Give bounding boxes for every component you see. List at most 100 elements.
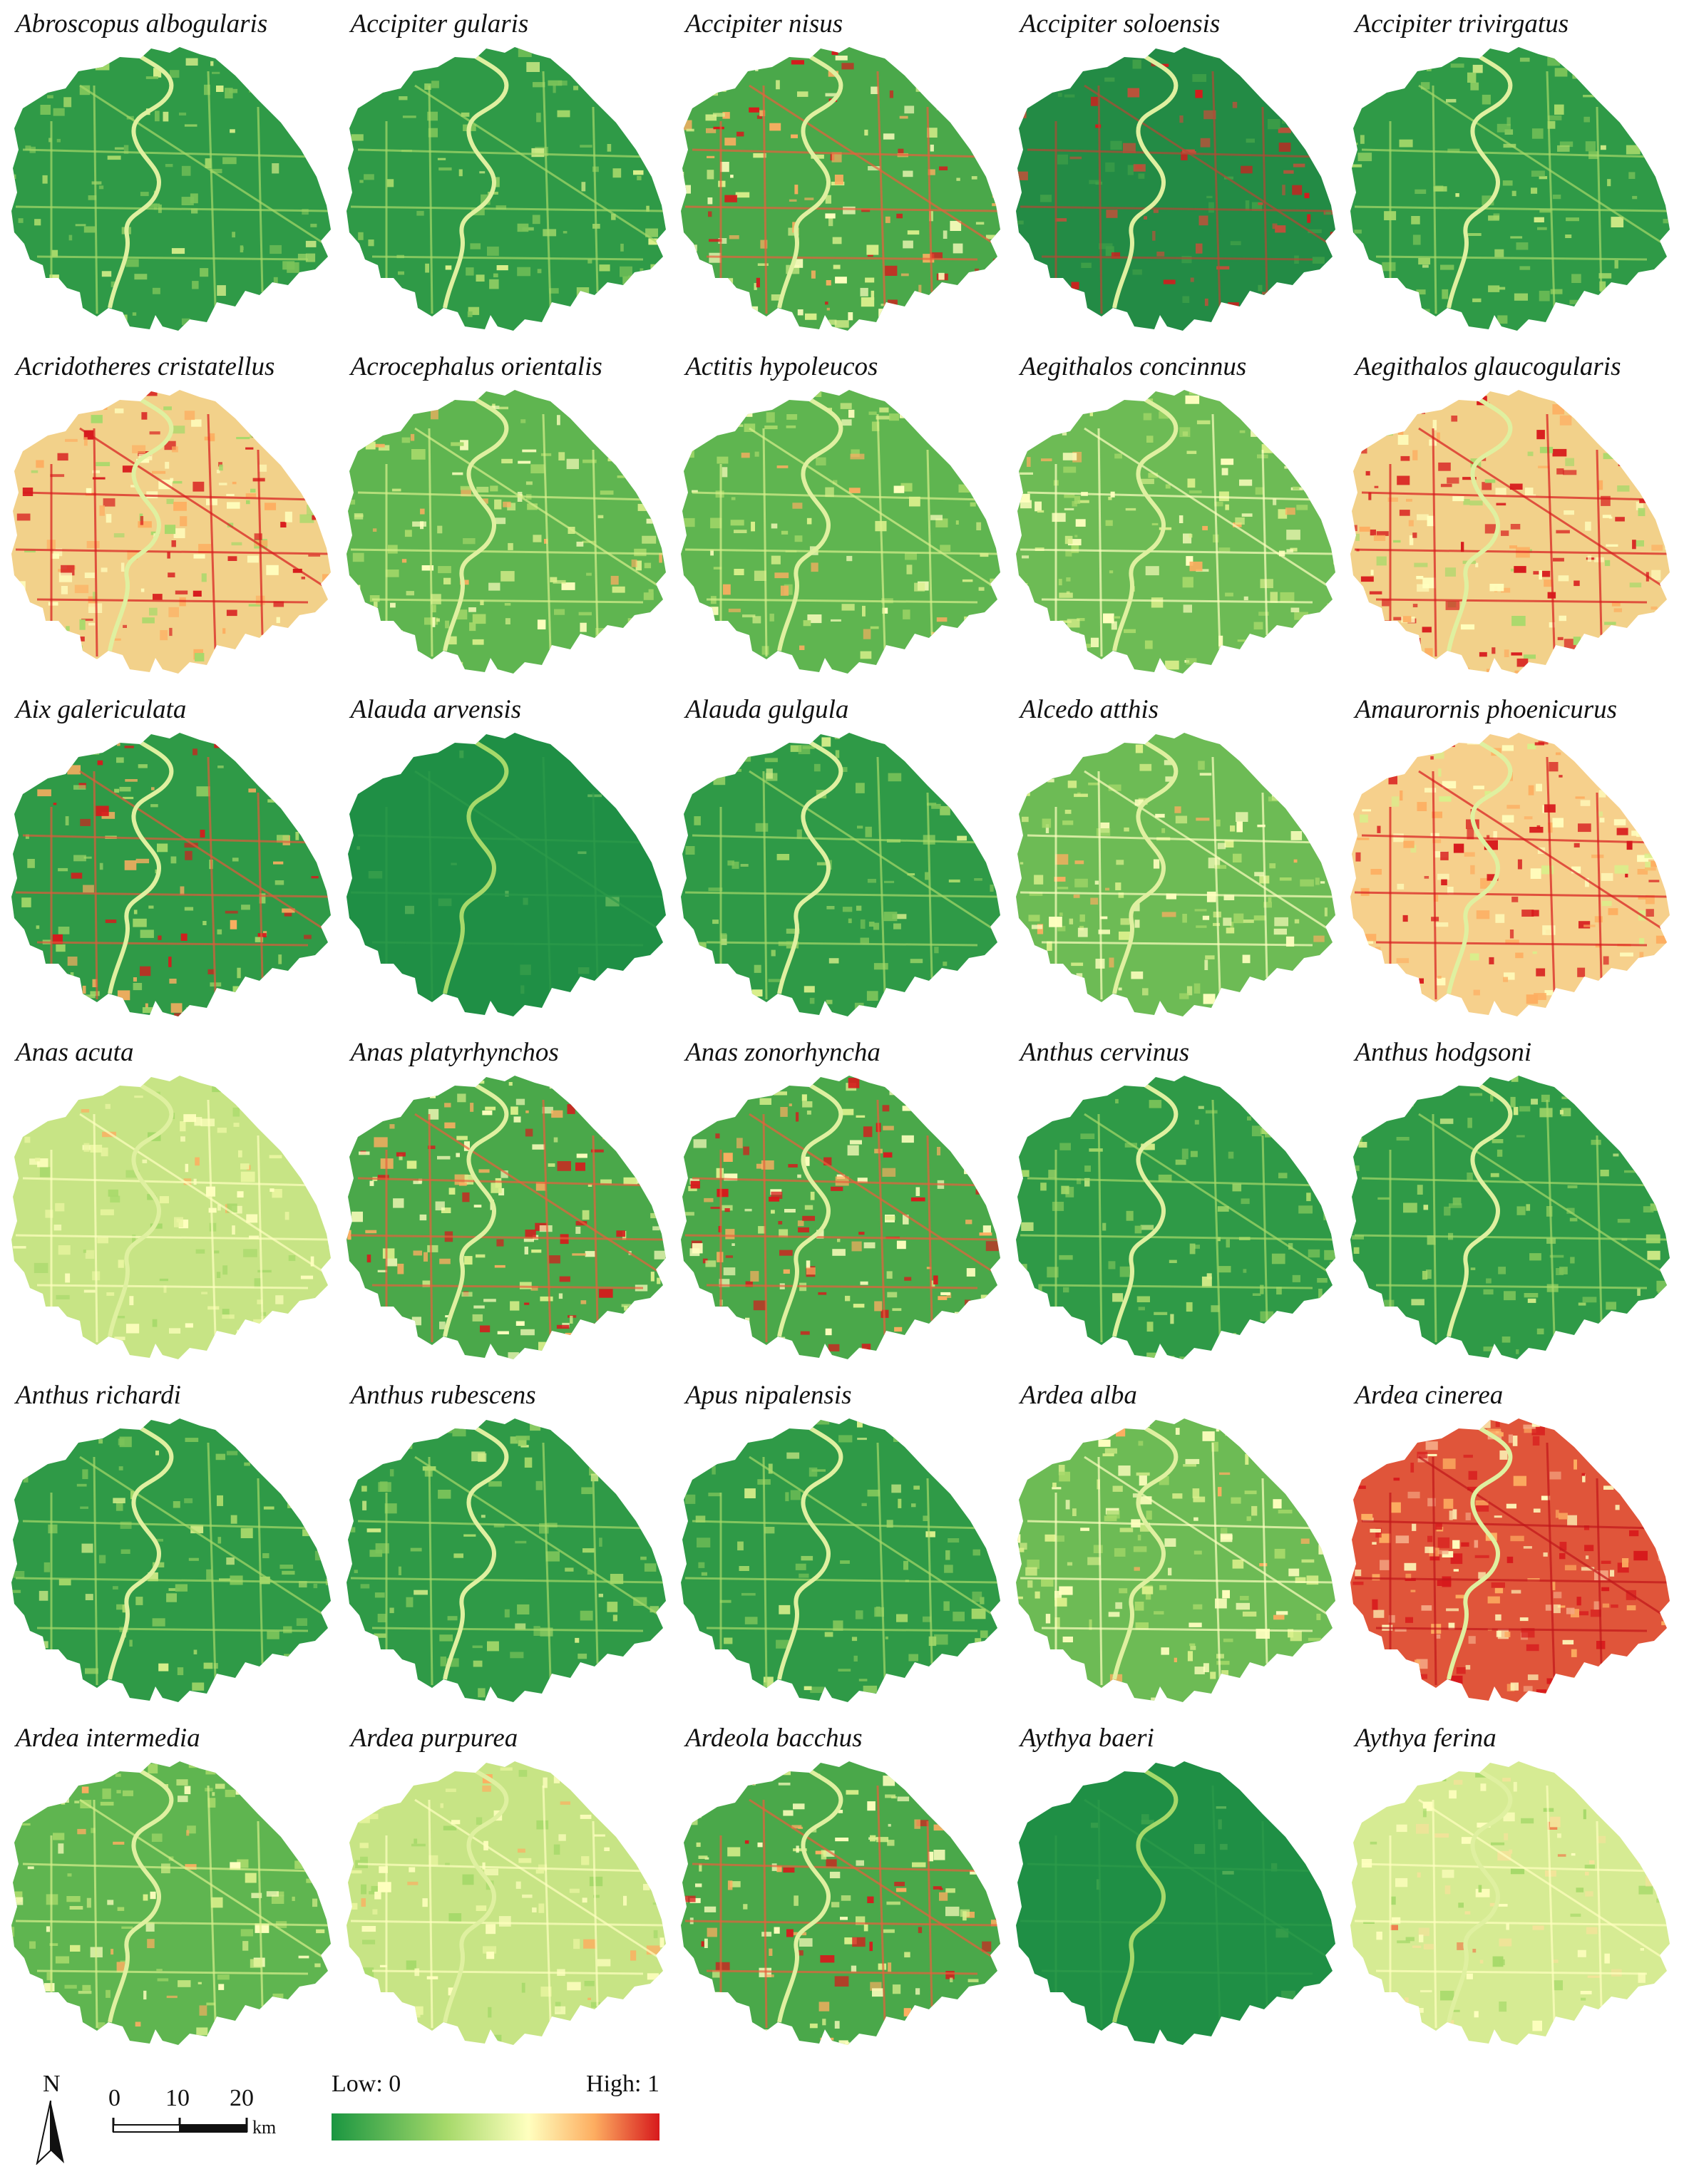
suitability-patch <box>1366 771 1379 781</box>
suitability-patch <box>710 517 722 529</box>
suitability-patch <box>1280 592 1295 602</box>
suitability-patch <box>704 73 708 83</box>
suitability-patch <box>1290 547 1298 552</box>
suitability-patch <box>153 594 163 600</box>
suitability-patch <box>697 299 712 304</box>
suitability-patch <box>1468 1636 1477 1644</box>
road-line <box>1418 1798 1663 1958</box>
suitability-patch <box>1323 50 1330 53</box>
suitability-patch <box>881 50 888 56</box>
suitability-patch <box>1396 1791 1405 1799</box>
suitability-patch <box>31 470 38 473</box>
suitability-patch <box>1642 770 1650 775</box>
suitability-patch <box>1149 1100 1161 1108</box>
suitability-patch <box>1430 833 1440 838</box>
suitability-patch <box>728 608 741 612</box>
suitability-patch <box>744 423 756 432</box>
suitability-patch <box>1367 1812 1370 1816</box>
suitability-patch <box>22 619 28 627</box>
suitability-patch <box>718 1449 725 1452</box>
suitability-patch <box>1470 82 1479 91</box>
suitability-patch <box>483 1868 498 1875</box>
suitability-patch <box>1435 1523 1443 1530</box>
suitability-patch <box>593 1323 605 1327</box>
suitability-patch <box>1272 223 1278 230</box>
suitability-patch <box>1609 759 1620 768</box>
suitability-patch <box>496 1239 504 1247</box>
suitability-patch <box>241 905 250 910</box>
suitability-patch <box>985 323 993 326</box>
suitability-patch <box>1135 1622 1149 1629</box>
suitability-patch <box>1263 902 1272 908</box>
suitability-patch <box>63 53 70 63</box>
suitability-patch <box>838 1669 851 1672</box>
suitability-patch <box>1511 1868 1525 1875</box>
suitability-patch <box>217 766 224 768</box>
suitability-patch <box>704 1938 708 1948</box>
suitability-patch <box>681 842 682 850</box>
suitability-patch <box>123 145 129 154</box>
road-line <box>414 84 658 244</box>
suitability-patch <box>1318 1544 1329 1555</box>
suitability-patch <box>669 1274 671 1279</box>
suitability-patch <box>524 1457 532 1468</box>
suitability-patch <box>1212 51 1219 58</box>
suitability-patch <box>1648 1481 1658 1486</box>
suitability-patch <box>1532 1421 1541 1427</box>
species-map-panel: Aythya ferina <box>1347 1721 1677 2060</box>
suitability-patch <box>759 110 766 117</box>
suitability-patch <box>563 231 567 234</box>
suitability-patch <box>1355 852 1361 862</box>
suitability-patch <box>1268 897 1272 902</box>
suitability-patch <box>1555 68 1568 77</box>
suitability-patch <box>1486 1278 1492 1284</box>
suitability-patch <box>1396 1824 1408 1833</box>
suitability-patch <box>140 516 144 525</box>
suitability-patch <box>36 657 46 668</box>
suitability-patch <box>222 1314 235 1319</box>
suitability-patch <box>1214 501 1223 507</box>
suitability-patch <box>828 319 837 325</box>
suitability-patch <box>1447 477 1459 484</box>
suitability-patch <box>856 783 865 793</box>
suitability-patch <box>1427 1235 1436 1245</box>
suitability-patch <box>58 572 73 582</box>
suitability-patch <box>972 1549 981 1556</box>
suitability-patch <box>226 1557 235 1565</box>
suitability-patch <box>575 1221 587 1226</box>
suitability-patch <box>1583 924 1596 927</box>
suitability-patch <box>1111 621 1117 630</box>
suitability-patch <box>1614 819 1626 825</box>
suitability-patch <box>1306 1575 1318 1585</box>
suitability-patch <box>1672 1859 1675 1865</box>
suitability-patch <box>664 2024 666 2031</box>
suitability-patch <box>280 330 287 331</box>
suitability-patch <box>1132 269 1142 275</box>
suitability-patch <box>858 320 864 324</box>
suitability-patch <box>203 1662 213 1669</box>
suitability-patch <box>662 390 666 396</box>
suitability-patch <box>660 1788 666 1792</box>
suitability-patch <box>955 1805 962 1809</box>
suitability-patch <box>1519 266 1531 270</box>
suitability-patch <box>1166 893 1176 900</box>
suitability-patch <box>1474 1540 1479 1548</box>
suitability-patch <box>1057 93 1062 97</box>
suitability-patch <box>842 1361 853 1364</box>
road-line <box>762 85 768 314</box>
suitability-patch <box>1480 877 1491 889</box>
suitability-patch <box>284 85 294 95</box>
suitability-patch <box>961 1116 975 1123</box>
suitability-patch <box>1362 939 1374 944</box>
suitability-patch <box>436 525 442 534</box>
suitability-patch <box>1064 763 1069 774</box>
suitability-patch <box>478 171 485 174</box>
suitability-patch <box>1257 824 1266 828</box>
suitability-patch <box>725 408 731 411</box>
suitability-patch <box>1229 734 1242 741</box>
suitability-patch <box>1653 813 1665 818</box>
suitability-patch <box>1531 910 1540 917</box>
suitability-patch <box>1600 818 1605 823</box>
suitability-patch <box>841 1895 851 1901</box>
suitability-patch <box>781 530 789 535</box>
